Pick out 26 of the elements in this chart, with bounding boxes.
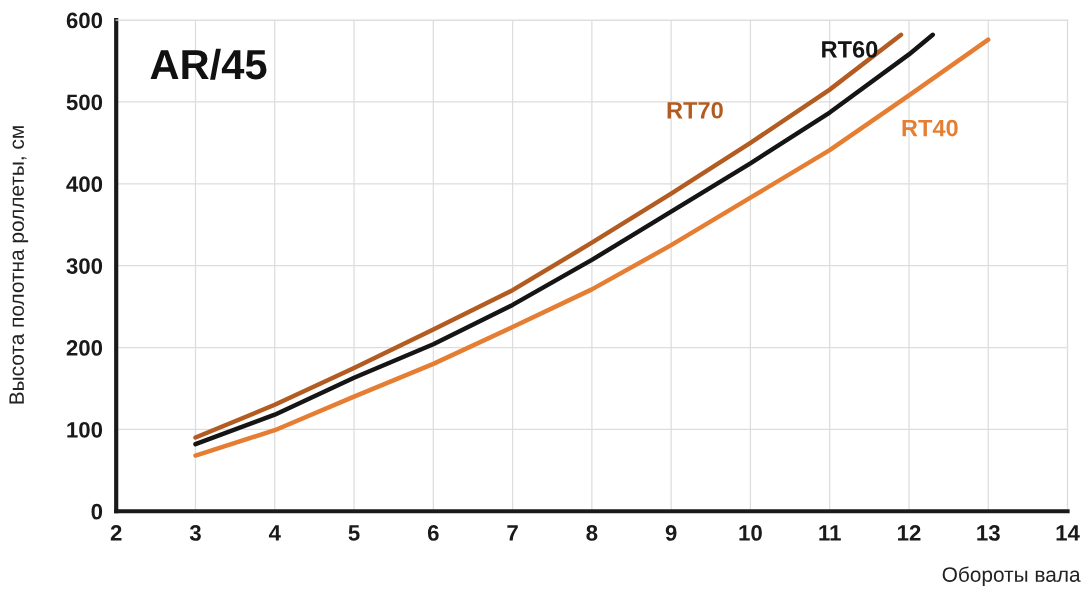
x-tick-label: 6 <box>427 525 439 541</box>
series-label: RT60 <box>822 41 878 58</box>
x-tick-label: 12 <box>898 525 921 541</box>
x-tick-label: 2 <box>110 525 122 541</box>
x-tick-label: 5 <box>348 525 360 541</box>
y-tick-label: 300 <box>66 258 103 274</box>
x-tick-label: 7 <box>507 525 518 541</box>
text: AR/45 <box>150 48 267 80</box>
y-tick-label: 600 <box>66 12 103 29</box>
x-tick-label: 11 <box>819 525 841 541</box>
x-tick-label: 4 <box>268 525 281 541</box>
x-tick-label: 10 <box>739 525 762 541</box>
x-tick-label: 9 <box>665 525 677 541</box>
x-tick-label: 8 <box>586 525 598 541</box>
y-tick-label: 200 <box>66 340 103 356</box>
x-tick-label: 14 <box>1056 525 1080 541</box>
series-label: RT70 <box>667 101 723 119</box>
x-axis-title: Обороты вала <box>942 566 1081 587</box>
y-tick-label: 500 <box>66 94 103 111</box>
y-axis-title: Высота полотна роллеты, см <box>9 126 29 404</box>
x-tick-label: 13 <box>977 525 1000 541</box>
x-tick-label: 3 <box>189 525 201 541</box>
y-tick-label: 0 <box>91 503 103 520</box>
series-label: RT40 <box>902 119 958 137</box>
y-tick-label: 100 <box>67 421 103 438</box>
y-tick-label: 400 <box>66 176 103 193</box>
